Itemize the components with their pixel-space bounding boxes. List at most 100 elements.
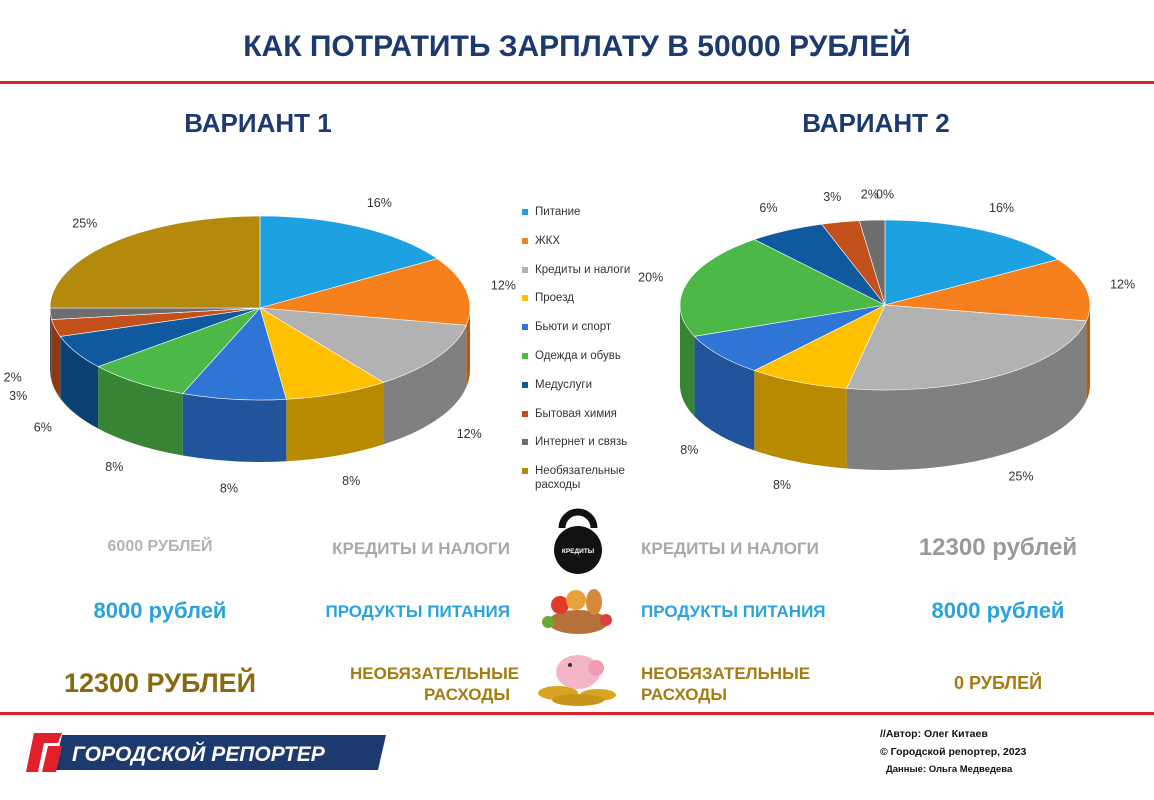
- data-label: 6%: [34, 421, 52, 435]
- legend-item: ЖКХ: [522, 234, 652, 248]
- pie-sides: [50, 308, 470, 462]
- data-label: 3%: [9, 389, 27, 403]
- icon-text: КРЕДИТЫ: [562, 548, 594, 555]
- slice: [693, 304, 886, 371]
- pie-labels: 16% 12% 12% 8% 8% 8% 6% 3% 2% 25%: [4, 196, 516, 495]
- legend-swatch: [522, 381, 528, 388]
- slice: [846, 304, 1087, 391]
- pie-tops: [49, 215, 471, 401]
- amount: 12300 РУБЛЕЙ: [63, 667, 257, 698]
- data-label: 2%: [4, 371, 22, 385]
- legend-text: Питание: [535, 206, 581, 218]
- data-label: 16%: [989, 201, 1014, 215]
- slice-side: [466, 308, 470, 388]
- logo-text: ГОРОДСКОЙ РЕПОРТЕР: [72, 742, 326, 766]
- slice-side: [286, 382, 384, 462]
- pie-labels: 16% 12% 25% 8% 8% 20% 6% 3% 2%0%: [638, 188, 1135, 492]
- amount: 8000 рублей: [93, 597, 227, 623]
- divider: [0, 81, 1154, 84]
- legend-item: Медуслуги: [522, 378, 652, 392]
- data-label: 8%: [342, 474, 360, 488]
- slice: [858, 219, 886, 306]
- data-label: 8%: [105, 460, 123, 474]
- kettlebell-icon: КРЕДИТЫ: [554, 508, 602, 574]
- legend-swatch: [522, 237, 528, 244]
- data-label: 16%: [367, 196, 392, 210]
- slice-side: [679, 305, 695, 417]
- credit: Данные: Ольга Медведева: [886, 764, 1013, 775]
- page-title: КАК ПОТРАТИТЬ ЗАРПЛАТУ В 50000 РУБЛЕЙ: [243, 30, 911, 63]
- slice: [259, 258, 471, 326]
- divider: [0, 712, 1154, 715]
- data-label: 25%: [1008, 469, 1033, 483]
- data-label: 25%: [72, 216, 97, 230]
- legend-text: Интернет и связь: [535, 436, 628, 449]
- legend-item: Бытовая химия: [522, 407, 652, 421]
- data-label: 2%: [861, 188, 879, 202]
- legend-item: Питание: [522, 205, 652, 219]
- legend-swatch: [522, 468, 528, 475]
- legend-swatch: [522, 295, 528, 302]
- slice-side: [383, 325, 467, 445]
- logo: ГОРОДСКОЙ РЕПОРТЕР: [26, 733, 386, 772]
- slice: [259, 307, 385, 400]
- credit: //Автор: Олег Китаев: [880, 728, 988, 740]
- legend-item: Необязательные расходы: [522, 464, 652, 492]
- category-label: ПРОДУКТЫ ПИТАНИЯ: [641, 601, 826, 621]
- amount: 12300 рублей: [918, 533, 1078, 561]
- slice: [753, 304, 886, 389]
- slice: [97, 307, 261, 394]
- category-label: КРЕДИТЫ И НАЛОГИ: [332, 538, 510, 558]
- amount: 6000 РУБЛЕЙ: [107, 538, 213, 556]
- slice-side: [60, 336, 99, 429]
- slice: [259, 215, 439, 309]
- slice-side: [98, 366, 183, 456]
- chart-title: ВАРИАНТ 2: [802, 108, 949, 138]
- legend-text: Бьюти и спорт: [535, 321, 612, 334]
- category-label: НЕОБЯЗАТЕЛЬНЫЕ РАСХОДЫ: [350, 664, 520, 704]
- legend-item: Одежда и обувь: [522, 349, 652, 363]
- chart-title: ВАРИАНТ 1: [184, 108, 331, 138]
- legend-text: ЖКХ: [535, 234, 560, 247]
- category-label: ПРОДУКТЫ ПИТАНИЯ: [325, 601, 510, 621]
- legend-item: Проезд: [522, 291, 652, 305]
- slice-side: [846, 320, 1087, 470]
- slice-side: [51, 319, 61, 399]
- legend-text: Необязательные расходы: [535, 465, 625, 492]
- category-label: КРЕДИТЫ И НАЛОГИ: [641, 538, 819, 558]
- data-label: 3%: [823, 190, 841, 204]
- legend-item: Кредиты и налоги: [522, 263, 652, 277]
- legend-swatch: [522, 209, 528, 215]
- legend-swatch: [522, 410, 528, 417]
- slice: [49, 215, 261, 309]
- legend-swatch: [522, 266, 528, 273]
- legend-text: Бытовая химия: [535, 407, 617, 420]
- slice: [182, 307, 287, 401]
- amount: 0 РУБЛЕЙ: [953, 673, 1043, 694]
- legend-item: Интернет и связь: [522, 435, 652, 449]
- legend-item: Бьюти и спорт: [522, 320, 652, 334]
- legend-text: Одежда и обувь: [535, 350, 621, 362]
- data-label: 8%: [680, 443, 698, 457]
- data-label: 12%: [1110, 277, 1135, 291]
- slice-side: [182, 393, 287, 462]
- legend-swatch: [522, 439, 528, 446]
- data-label: 8%: [220, 482, 238, 496]
- legend-swatch: [522, 353, 528, 359]
- data-label: 12%: [457, 427, 482, 441]
- legend-text: Медуслуги: [535, 378, 593, 391]
- slice: [259, 307, 467, 383]
- category-label: НЕОБЯЗАТЕЛЬНЫЕ РАСХОДЫ: [641, 664, 811, 704]
- slice: [679, 239, 886, 337]
- slice: [884, 219, 1059, 306]
- amount: 8000 рублей: [931, 597, 1065, 623]
- credit: © Городской репортер, 2023: [880, 746, 1027, 758]
- data-label: 8%: [773, 478, 791, 492]
- data-label: 20%: [638, 271, 663, 285]
- piggy-icon: [538, 655, 616, 706]
- legend-text: Проезд: [535, 292, 574, 305]
- food-icon: [542, 589, 612, 634]
- data-label: 0%: [876, 188, 894, 202]
